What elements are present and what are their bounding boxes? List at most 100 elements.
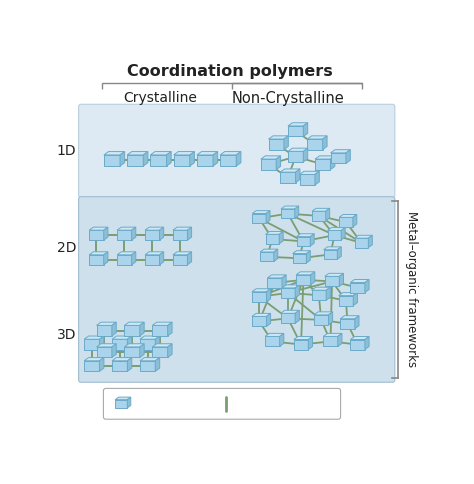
- Polygon shape: [296, 272, 315, 275]
- Polygon shape: [145, 255, 160, 265]
- Polygon shape: [365, 279, 369, 292]
- Polygon shape: [328, 312, 333, 325]
- Polygon shape: [355, 316, 359, 329]
- Text: Metal–organic frameworks: Metal–organic frameworks: [405, 211, 419, 367]
- Polygon shape: [324, 250, 337, 259]
- Polygon shape: [152, 344, 172, 347]
- Polygon shape: [252, 317, 266, 326]
- Polygon shape: [294, 340, 308, 349]
- Polygon shape: [280, 172, 295, 182]
- Polygon shape: [261, 156, 281, 159]
- Polygon shape: [292, 254, 306, 263]
- Polygon shape: [112, 336, 132, 339]
- Polygon shape: [173, 252, 191, 255]
- Polygon shape: [117, 255, 132, 265]
- Polygon shape: [355, 238, 368, 248]
- Polygon shape: [266, 211, 270, 223]
- Polygon shape: [265, 333, 284, 336]
- Polygon shape: [339, 214, 357, 217]
- Polygon shape: [220, 155, 236, 166]
- Polygon shape: [140, 358, 160, 361]
- Polygon shape: [117, 227, 136, 230]
- Polygon shape: [265, 231, 283, 234]
- Polygon shape: [160, 252, 164, 265]
- Polygon shape: [315, 159, 330, 169]
- Polygon shape: [353, 293, 357, 305]
- Polygon shape: [288, 151, 303, 162]
- Polygon shape: [266, 289, 271, 302]
- FancyBboxPatch shape: [103, 388, 341, 419]
- Polygon shape: [150, 151, 171, 155]
- Text: Inorganic brick: Inorganic brick: [130, 397, 223, 410]
- Polygon shape: [143, 151, 148, 166]
- Polygon shape: [187, 227, 191, 240]
- Polygon shape: [281, 288, 295, 298]
- Polygon shape: [187, 252, 191, 265]
- Polygon shape: [341, 227, 345, 240]
- Polygon shape: [350, 279, 369, 283]
- Polygon shape: [307, 139, 323, 150]
- Polygon shape: [323, 136, 327, 150]
- Polygon shape: [353, 214, 357, 227]
- Polygon shape: [350, 340, 365, 349]
- Polygon shape: [252, 292, 266, 302]
- Polygon shape: [315, 171, 319, 185]
- Polygon shape: [297, 237, 310, 246]
- Polygon shape: [288, 126, 303, 136]
- Polygon shape: [173, 227, 191, 230]
- Polygon shape: [140, 361, 155, 371]
- Polygon shape: [112, 339, 128, 350]
- Polygon shape: [155, 336, 160, 350]
- Polygon shape: [310, 272, 315, 285]
- Polygon shape: [307, 136, 327, 139]
- Polygon shape: [295, 169, 300, 182]
- Polygon shape: [145, 227, 164, 230]
- Polygon shape: [100, 358, 104, 371]
- Polygon shape: [265, 336, 280, 347]
- Polygon shape: [303, 123, 308, 136]
- Polygon shape: [260, 249, 278, 252]
- Polygon shape: [112, 361, 128, 371]
- Polygon shape: [350, 283, 365, 292]
- Polygon shape: [84, 336, 104, 339]
- Polygon shape: [97, 344, 116, 347]
- Polygon shape: [213, 151, 218, 166]
- Polygon shape: [100, 336, 104, 350]
- Polygon shape: [140, 344, 144, 358]
- Polygon shape: [128, 358, 132, 371]
- Polygon shape: [261, 159, 276, 169]
- Polygon shape: [166, 151, 171, 166]
- Polygon shape: [340, 319, 355, 329]
- Polygon shape: [314, 312, 333, 315]
- Polygon shape: [269, 139, 284, 150]
- Polygon shape: [112, 358, 132, 361]
- Polygon shape: [252, 213, 266, 223]
- Polygon shape: [350, 336, 369, 340]
- Polygon shape: [274, 249, 278, 261]
- Polygon shape: [306, 251, 310, 263]
- Polygon shape: [89, 227, 108, 230]
- Polygon shape: [312, 208, 330, 211]
- Polygon shape: [365, 336, 369, 349]
- Polygon shape: [295, 285, 299, 298]
- Polygon shape: [160, 227, 164, 240]
- Polygon shape: [311, 290, 326, 300]
- Polygon shape: [117, 230, 132, 240]
- Polygon shape: [276, 156, 281, 169]
- Polygon shape: [337, 247, 341, 259]
- Polygon shape: [338, 333, 342, 347]
- Polygon shape: [339, 296, 353, 305]
- Polygon shape: [104, 252, 108, 265]
- Text: Non-Crystalline: Non-Crystalline: [231, 91, 344, 106]
- Polygon shape: [97, 322, 116, 325]
- Polygon shape: [127, 155, 143, 166]
- Polygon shape: [288, 123, 308, 126]
- Text: Organic ligand: Organic ligand: [235, 397, 327, 410]
- Polygon shape: [125, 344, 144, 347]
- Polygon shape: [89, 230, 104, 240]
- Polygon shape: [125, 325, 140, 336]
- Polygon shape: [117, 252, 136, 255]
- Polygon shape: [125, 322, 144, 325]
- Polygon shape: [145, 230, 160, 240]
- Polygon shape: [197, 155, 213, 166]
